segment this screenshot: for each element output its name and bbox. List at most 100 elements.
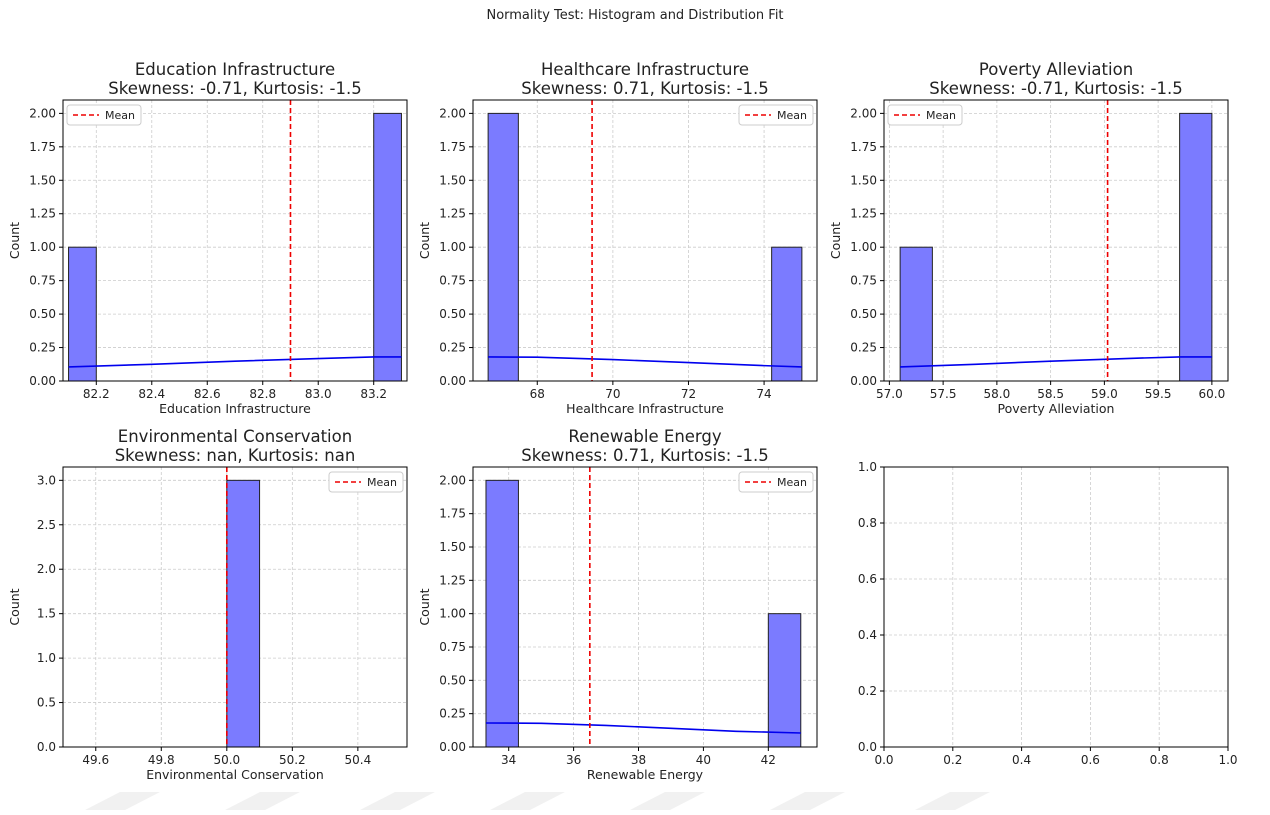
axes-frame (472, 99, 818, 382)
legend-box (328, 471, 404, 493)
subplot-2: 68 70 72 74 0.00 0.25 0.50 0.75 1.00 1.25 1.50 1.75… (417, 60, 818, 416)
grid-lines (883, 466, 1229, 748)
x-axis-label: Environmental Conservation (146, 767, 324, 782)
legend: Mean (328, 471, 404, 493)
x-tick-label: 42 (761, 753, 776, 767)
axes-frame (883, 466, 1229, 748)
subplot-4: 49.6 49.8 50.0 50.2 50.4 0.0 0.5 1.0 1.5 2.0 2.5 3.… (7, 427, 408, 782)
x-tick-label: 58.0 (984, 387, 1011, 401)
subplot-5: 34 36 38 40 42 0.00 0.25 0.50 0.75 1.00 1.25 1.50 1.… (417, 427, 818, 782)
histogram-bar-1 (68, 246, 97, 382)
subplot-6: 0.0 0.2 0.4 0.6 0.8 1.0 0.0 0.2 0.4 0.6 0.8 1.0 (858, 460, 1238, 767)
x-tick-label: 50.4 (344, 753, 371, 767)
x-axis-label: Poverty Alleviation (998, 401, 1115, 416)
kde-line (488, 356, 802, 368)
subplot-title: Education Infrastructure (135, 60, 335, 79)
histogram-bar-2 (771, 246, 803, 382)
y-tick-label: 0.75 (439, 640, 466, 654)
legend-box (66, 104, 142, 126)
x-tick-label: 0.8 (1150, 753, 1169, 767)
figure-suptitle: Normality Test: Histogram and Distributi… (486, 8, 783, 23)
legend: Mean (738, 104, 814, 126)
x-tick-label: 49.6 (82, 753, 109, 767)
y-tick-label: 1.25 (850, 207, 877, 221)
legend-label: Mean (367, 476, 397, 489)
x-tick-label: 0.2 (943, 753, 962, 767)
x-tick-label: 0.6 (1081, 753, 1100, 767)
x-tick-label: 72 (681, 387, 696, 401)
legend-box (738, 471, 814, 493)
y-tick-label: 1.5 (37, 607, 56, 621)
y-tick-label: 0.00 (850, 374, 877, 388)
subplot-subtitle: Skewness: -0.71, Kurtosis: -1.5 (929, 79, 1182, 98)
grid-lines (473, 100, 817, 382)
x-tick-label: 49.8 (148, 753, 175, 767)
y-tick-label: 1.25 (439, 573, 466, 587)
x-tick-label: 60.0 (1199, 387, 1226, 401)
y-tick-label: 2.00 (439, 473, 466, 487)
y-tick-label: 0.0 (37, 740, 56, 754)
subplot-title: Renewable Energy (568, 427, 722, 446)
y-tick-label: 0.50 (439, 307, 466, 321)
x-tick-label: 34 (501, 753, 516, 767)
y-tick-label: 0.50 (29, 307, 56, 321)
axes-frame (62, 99, 408, 382)
y-tick-label: 2.5 (37, 518, 56, 532)
y-tick-label: 0.25 (850, 341, 877, 355)
y-tick-label: 0.25 (29, 341, 56, 355)
y-tick-label: 1.0 (858, 460, 877, 474)
histogram-bar-1 (487, 112, 519, 382)
y-tick-label: 1.50 (850, 173, 877, 187)
y-tick-label: 1.75 (439, 140, 466, 154)
subplot-subtitle: Skewness: -0.71, Kurtosis: -1.5 (108, 79, 361, 98)
legend-label: Mean (777, 476, 807, 489)
x-tick-label: 70 (605, 387, 620, 401)
grid-lines (63, 100, 407, 382)
y-tick-label: 2.00 (439, 106, 466, 120)
subplot-subtitle: Skewness: 0.71, Kurtosis: -1.5 (521, 79, 769, 98)
y-tick-label: 3.0 (37, 473, 56, 487)
x-tick-label: 59.5 (1145, 387, 1172, 401)
grid-lines (473, 467, 817, 748)
legend: Mean (738, 471, 814, 493)
y-tick-label: 0.75 (29, 274, 56, 288)
subplot-subtitle: Skewness: nan, Kurtosis: nan (115, 446, 356, 465)
y-tick-label: 0.5 (37, 696, 56, 710)
y-tick-label: 1.75 (29, 140, 56, 154)
subplot-grid: 82.2 82.4 82.6 82.8 83.0 83.2 0.00 0.25 0.50 0.75… (7, 60, 1238, 782)
y-tick-label: 0.0 (858, 740, 877, 754)
y-tick-label: 0.4 (858, 628, 877, 642)
y-tick-label: 1.75 (850, 140, 877, 154)
legend-label: Mean (777, 109, 807, 122)
subplot-title: Environmental Conservation (118, 427, 352, 446)
x-tick-label: 57.0 (876, 387, 903, 401)
x-tick-label: 58.5 (1037, 387, 1064, 401)
x-axis-label: Healthcare Infrastructure (566, 401, 724, 416)
grid-lines (884, 100, 1228, 382)
x-tick-label: 36 (566, 753, 581, 767)
x-tick-label: 82.8 (249, 387, 276, 401)
histogram-bar-1 (485, 479, 519, 748)
legend-label: Mean (105, 109, 135, 122)
y-tick-label: 0.25 (439, 341, 466, 355)
legend-label: Mean (926, 109, 956, 122)
x-tick-label: 68 (530, 387, 545, 401)
subplot-3: 57.0 57.5 58.0 58.5 59.0 59.5 60.0 0.00 0.25 0.50… (828, 60, 1229, 416)
subplot-1: 82.2 82.4 82.6 82.8 83.0 83.2 0.00 0.25 0.50 0.75… (7, 60, 408, 416)
x-tick-label: 82.4 (138, 387, 165, 401)
y-tick-label: 1.25 (29, 207, 56, 221)
subplot-title: Healthcare Infrastructure (541, 60, 749, 79)
x-tick-label: 0.0 (874, 753, 893, 767)
x-tick-label: 1.0 (1218, 753, 1237, 767)
axes-frame (883, 99, 1229, 382)
y-tick-label: 0.75 (850, 274, 877, 288)
legend-box (887, 104, 963, 126)
histogram-bar-2 (373, 112, 402, 382)
axes-frame (62, 466, 408, 748)
y-tick-label: 1.75 (439, 507, 466, 521)
y-tick-label: 0.6 (858, 572, 877, 586)
y-axis-label: Count (417, 588, 432, 625)
y-tick-label: 1.00 (439, 240, 466, 254)
x-tick-label: 82.6 (194, 387, 221, 401)
legend: Mean (66, 104, 142, 126)
